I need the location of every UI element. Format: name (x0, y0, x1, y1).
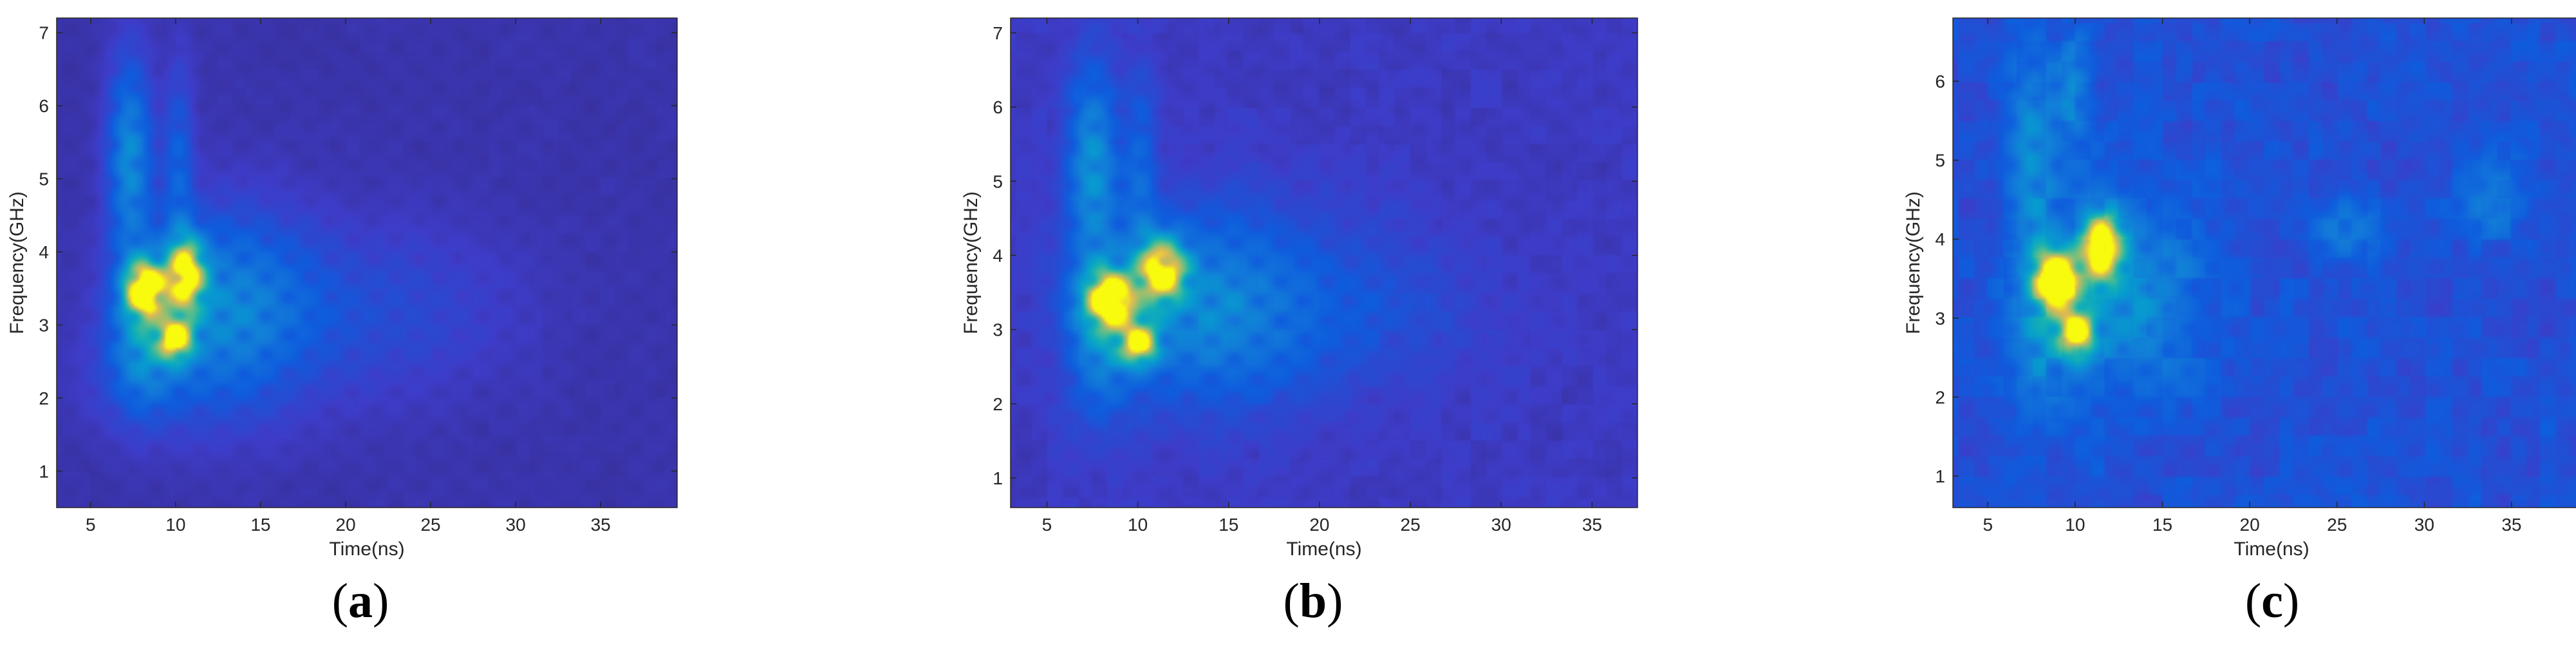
plot-frame (1010, 17, 1638, 508)
x-tick-label: 35 (2501, 515, 2521, 535)
panel-a-letter: a (348, 574, 373, 628)
x-tick-label: 10 (1128, 515, 1148, 535)
y-tick-label: 3 (39, 315, 49, 335)
x-tick-label: 30 (1491, 515, 1511, 535)
y-tick-label: 7 (39, 23, 49, 43)
panel-c-letter: c (2261, 574, 2283, 628)
x-tick-label: 30 (506, 515, 526, 535)
y-tick-label: 4 (993, 245, 1003, 265)
x-tick-label: 15 (1218, 515, 1238, 535)
heatmap-c: 5 10 15 20 25 30 35 1 2 3 4 5 6 Time(ns) Frequency(GHz… (1903, 17, 2576, 560)
heatmap-image (1011, 18, 1638, 508)
x-tick-label: 25 (1401, 515, 1421, 535)
y-tick-label: 4 (1935, 229, 1945, 249)
x-tick-label: 25 (2327, 515, 2347, 535)
panel-a: 5 10 15 20 25 30 35 1 2 3 4 5 6 7 Time(ns) Frequency(GH… (0, 0, 690, 648)
panel-b: 5 10 15 20 25 30 35 1 2 3 4 5 6 7 Time(ns) Frequency(GH… (959, 0, 1650, 648)
x-tick-label: 5 (86, 515, 96, 535)
y-axis-label: Frequency(GHz) (960, 191, 982, 334)
y-tick-label: 2 (993, 394, 1003, 414)
x-axis-label: Time(ns) (2234, 538, 2309, 560)
x-tick-label: 20 (1309, 515, 1329, 535)
panel-c: 5 10 15 20 25 30 35 1 2 3 4 5 6 Time(ns) Frequency(GHz… (1899, 0, 2576, 648)
y-tick-label: 6 (39, 96, 49, 116)
x-tick-label: 20 (335, 515, 355, 535)
heatmap-a: 5 10 15 20 25 30 35 1 2 3 4 5 6 7 Time(ns) Frequency(GH… (6, 17, 678, 560)
x-axis-label: Time(ns) (329, 538, 404, 560)
x-tick-label: 35 (1582, 515, 1602, 535)
y-axis-label: Frequency(GHz) (6, 191, 28, 334)
panel-a-caption: (a) (331, 574, 389, 628)
panel-b-letter: b (1299, 574, 1327, 628)
y-tick-label: 6 (1935, 71, 1945, 91)
y-tick-label: 3 (993, 320, 1003, 340)
x-tick-label: 5 (1983, 515, 1993, 535)
x-tick-label: 15 (250, 515, 270, 535)
y-tick-label: 5 (39, 169, 49, 189)
plot-frame (1952, 17, 2576, 508)
x-tick-label: 30 (2414, 515, 2434, 535)
y-tick-label: 4 (39, 242, 49, 262)
x-tick-label: 35 (591, 515, 611, 535)
y-tick-label: 1 (993, 468, 1003, 488)
heatmap-b: 5 10 15 20 25 30 35 1 2 3 4 5 6 7 Time(ns) Frequency(GH… (960, 17, 1638, 560)
x-tick-label: 10 (165, 515, 185, 535)
panel-b-caption: (b) (1283, 574, 1343, 628)
x-tick-label: 20 (2240, 515, 2260, 535)
y-tick-label: 2 (39, 388, 49, 408)
y-tick-label: 2 (1935, 387, 1945, 407)
y-axis-label: Frequency(GHz) (1903, 191, 1924, 334)
x-tick-label: 25 (420, 515, 440, 535)
x-axis-label: Time(ns) (1286, 538, 1361, 560)
x-tick-label: 10 (2065, 515, 2085, 535)
heatmap-image (1953, 18, 2576, 508)
y-tick-label: 5 (1935, 151, 1945, 171)
panel-c-caption: (c) (2245, 574, 2300, 628)
y-tick-label: 5 (993, 171, 1003, 191)
y-tick-label: 3 (1935, 309, 1945, 329)
y-tick-label: 1 (1935, 466, 1945, 486)
plot-frame (56, 17, 678, 508)
x-tick-label: 5 (1042, 515, 1052, 535)
y-tick-label: 6 (993, 97, 1003, 117)
heatmap-image (57, 18, 677, 508)
x-tick-label: 15 (2152, 515, 2172, 535)
y-tick-label: 1 (39, 461, 49, 481)
y-tick-label: 7 (993, 23, 1003, 43)
